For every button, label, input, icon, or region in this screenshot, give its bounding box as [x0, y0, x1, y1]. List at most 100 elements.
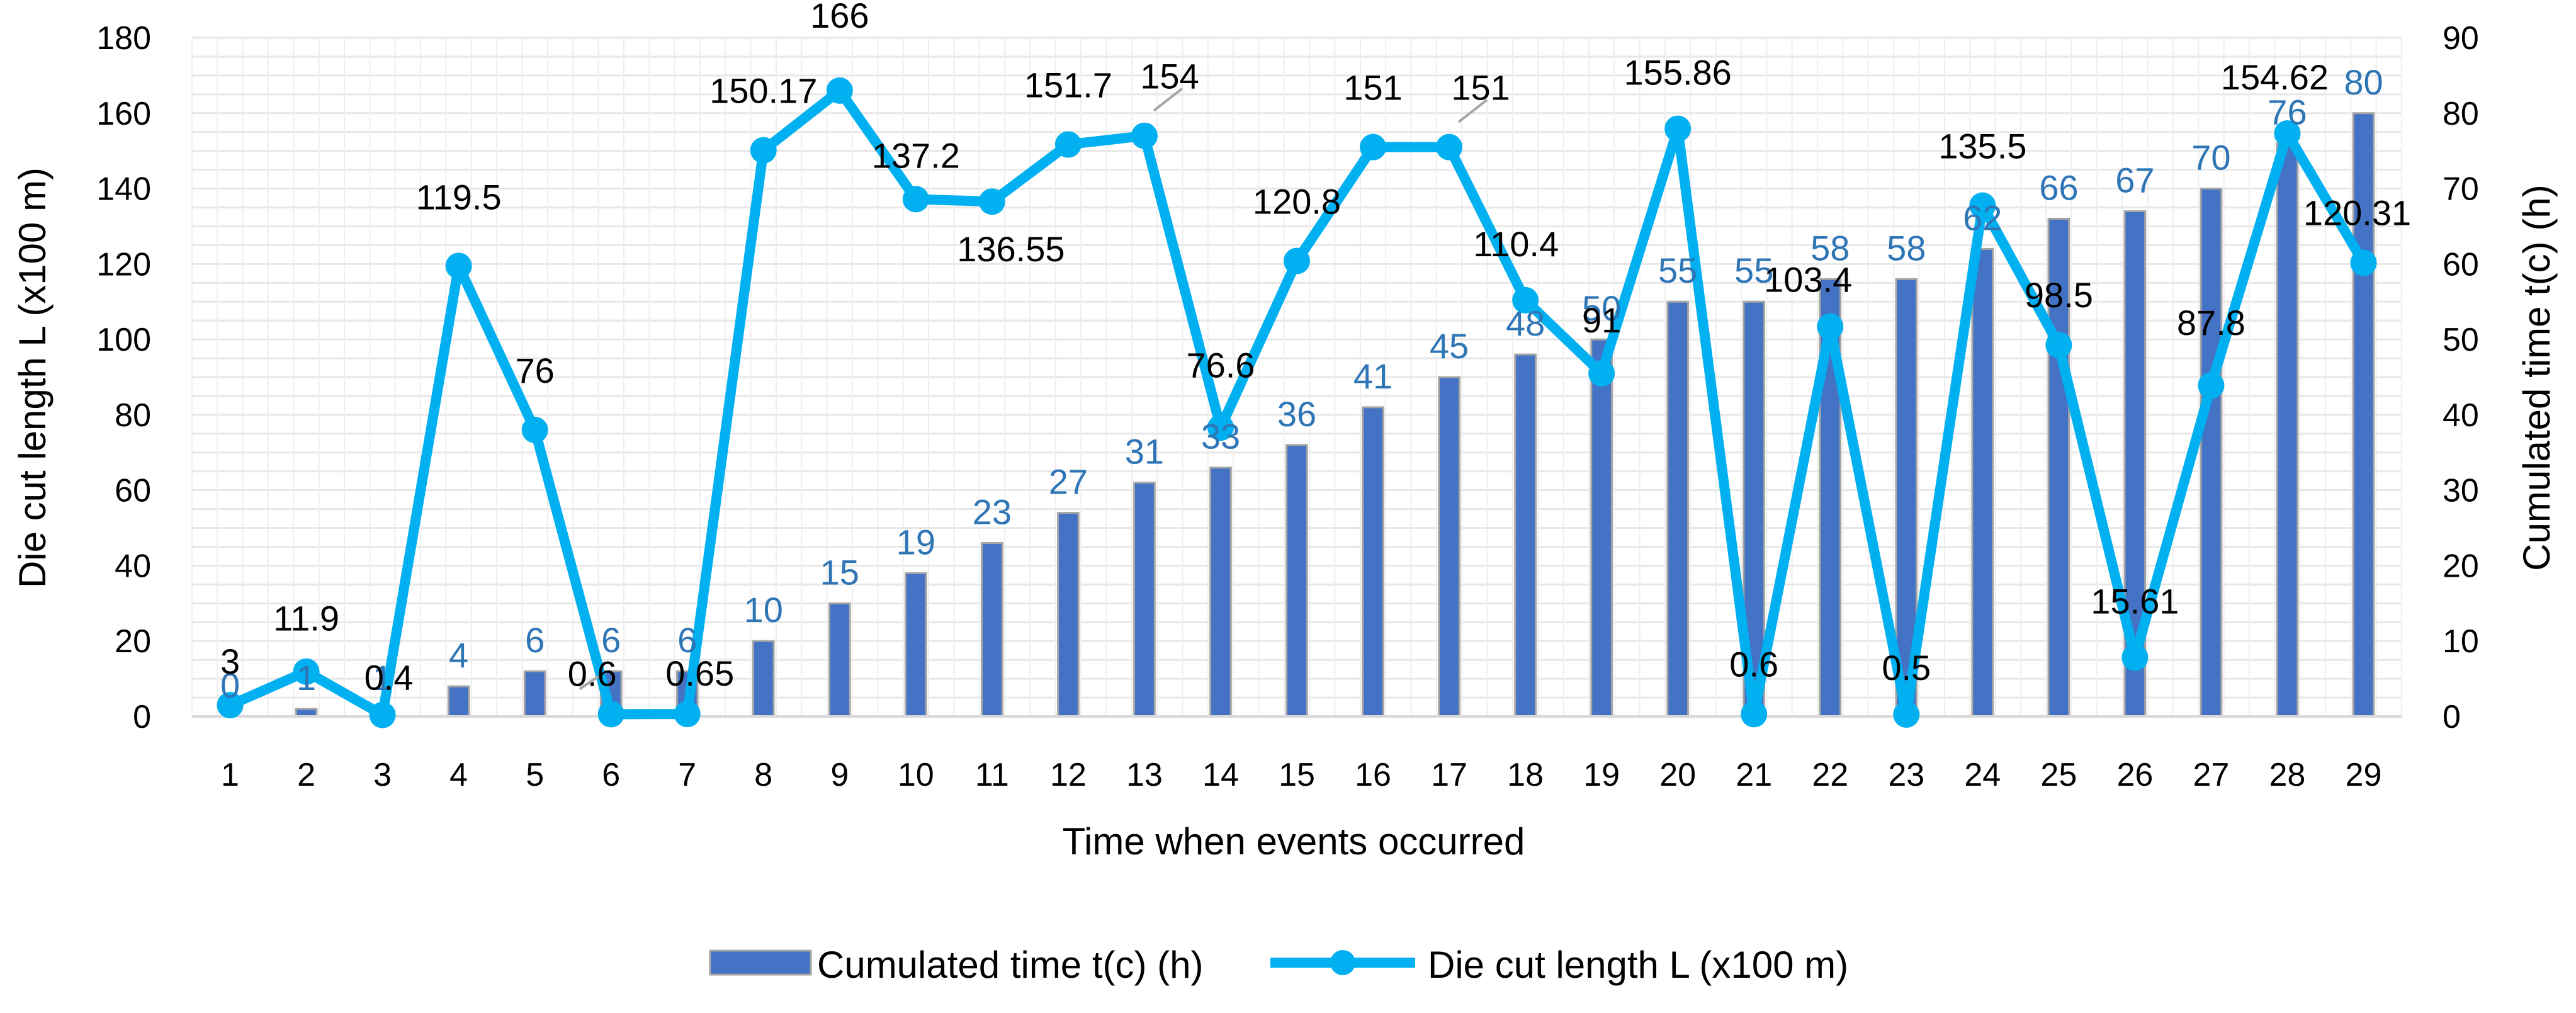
line-point [293, 658, 320, 685]
y2-tick-label: 60 [2443, 246, 2479, 283]
bar-data-label: 6 [525, 620, 545, 660]
line-data-label: 120.8 [1253, 182, 1341, 222]
line-point [1512, 286, 1539, 314]
label-leader-line [1153, 88, 1183, 112]
bar-data-label: 50 [1582, 288, 1621, 328]
line-point [369, 701, 396, 728]
bar [1590, 338, 1613, 718]
line-data-label: 119.5 [416, 177, 502, 217]
bar-data-label: 55 [1734, 251, 1773, 290]
bar-data-label: 19 [896, 522, 935, 562]
bar [1971, 247, 1994, 718]
bar-data-label: 58 [1811, 228, 1850, 268]
y2-tick-label: 0 [2443, 699, 2461, 735]
y-tick-label: 20 [115, 623, 151, 660]
line-data-label: 137.2 [872, 135, 960, 175]
bar [447, 685, 470, 718]
x-tick-label: 9 [830, 757, 849, 793]
y-tick-label: 0 [133, 699, 151, 735]
line-point [1817, 313, 1844, 340]
x-tick-label: 7 [678, 757, 696, 793]
x-tick-label: 27 [2193, 757, 2229, 793]
bar-data-label: 41 [1353, 356, 1393, 396]
bar-data-label: 76 [2268, 93, 2307, 132]
line-point [1741, 701, 1768, 728]
label-leader-line [579, 675, 599, 691]
line-data-label: 0.6 [568, 654, 617, 693]
bar-data-label: 23 [973, 492, 1012, 532]
x-tick-label: 23 [1888, 757, 1924, 793]
line-point [2274, 120, 2301, 147]
bar-data-label: 6 [677, 620, 697, 660]
axis-layer: 0204060801001201401601800102030405060708… [96, 20, 2479, 793]
bar [2200, 188, 2223, 718]
line-data-label: 120.31 [2303, 193, 2411, 232]
line-point [2121, 644, 2149, 671]
line-data-label: 154 [1140, 57, 1199, 96]
line-data-label: 103.4 [1764, 260, 1852, 300]
x-tick-label: 24 [1964, 757, 2001, 793]
bar [1133, 482, 1156, 718]
y2-tick-label: 20 [2443, 548, 2479, 584]
x-tick-label: 16 [1355, 757, 1391, 793]
bar [981, 542, 1003, 718]
line-point [521, 416, 548, 443]
line-data-label: 155.86 [1624, 53, 1732, 93]
y-tick-label: 180 [96, 20, 151, 57]
x-tick-label: 1 [221, 757, 239, 793]
y-tick-label: 120 [96, 246, 151, 283]
line-point [1284, 247, 1310, 274]
line-layer [217, 77, 2377, 728]
y2-tick-label: 50 [2443, 322, 2479, 358]
bar [1209, 467, 1232, 718]
label-leader-line [1457, 99, 1488, 123]
bar-data-label: 48 [1506, 303, 1545, 343]
line-point [750, 137, 777, 164]
line-data-label: 76 [516, 351, 555, 390]
y-tick-label: 140 [96, 171, 151, 208]
line-data-label: 91 [1582, 300, 1621, 340]
y2-tick-label: 10 [2443, 623, 2479, 660]
y2-tick-label: 90 [2443, 20, 2479, 57]
line-point [1436, 133, 1463, 161]
x-tick-label: 3 [373, 757, 392, 793]
bar-data-label: 27 [1049, 462, 1088, 502]
x-tick-label: 5 [526, 757, 544, 793]
line-data-label: 98.5 [2025, 275, 2093, 315]
line-point [445, 252, 472, 280]
bar [1438, 376, 1460, 718]
line-data-label: 151.7 [1024, 65, 1112, 105]
x-tick-label: 28 [2269, 757, 2306, 793]
bar-data-label: 58 [1887, 228, 1926, 268]
legend-bar-swatch [709, 949, 812, 976]
bar [1743, 300, 1766, 718]
x-tick-label: 12 [1050, 757, 1087, 793]
bar-data-label: 70 [2191, 138, 2230, 178]
line-data-label: 166 [810, 0, 869, 35]
y-tick-label: 40 [115, 548, 151, 584]
bar-data-label: 36 [1277, 394, 1316, 434]
bar-data-label: 66 [2039, 167, 2078, 207]
y2-tick-label: 80 [2443, 96, 2479, 132]
line-point [1207, 414, 1234, 441]
line-data-label: 135.5 [1938, 127, 2026, 166]
bar [1057, 512, 1080, 718]
line-point [2350, 249, 2377, 276]
bar-data-label: 1 [373, 658, 392, 698]
x-tick-label: 22 [1812, 757, 1848, 793]
line-data-label: 151 [1343, 68, 1402, 108]
line-point [1360, 133, 1387, 161]
line-data-label: 0.6 [1729, 644, 1778, 684]
bar-data-label: 45 [1430, 326, 1469, 366]
line-data-label: 0.65 [665, 654, 734, 693]
line-data-label: 15.61 [2091, 582, 2179, 621]
x-tick-label: 26 [2116, 757, 2153, 793]
bar-data-label: 55 [1658, 251, 1697, 290]
x-tick-label: 13 [1126, 757, 1163, 793]
line-data-label: 76.6 [1186, 345, 1255, 385]
bar [1666, 300, 1690, 718]
y-tick-label: 160 [96, 96, 151, 132]
x-tick-label: 18 [1507, 757, 1544, 793]
